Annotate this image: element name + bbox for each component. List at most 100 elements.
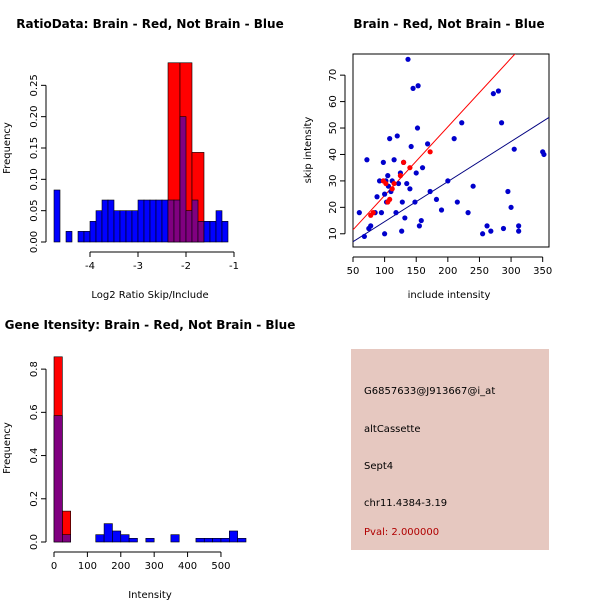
x-tick-label-0: -2	[181, 261, 191, 272]
scatter-point-not-brain	[410, 85, 416, 91]
bar-not-brain	[62, 534, 71, 543]
scatter-point-not-brain	[394, 133, 400, 139]
y-tick-label-2: 0.2	[29, 491, 40, 507]
scatter-point-not-brain	[402, 215, 408, 221]
y-tick-label-0: 0.15	[29, 137, 40, 159]
y-tick-label-1: 10	[328, 227, 339, 240]
bar-not-brain	[170, 534, 180, 543]
y-tick-label-0: 0.25	[29, 74, 40, 96]
y-tick-label-1: 20	[328, 201, 339, 214]
bar-not-brain	[137, 199, 145, 243]
bar-not-brain	[145, 538, 155, 543]
bar-not-brain	[131, 210, 139, 243]
bar-not-brain	[125, 210, 133, 243]
bar-not-brain	[195, 538, 205, 543]
bar-not-brain	[237, 538, 247, 543]
x-tick-label-1: 250	[470, 266, 489, 277]
scatter-point-not-brain	[361, 233, 367, 240]
scatter-point-brain	[370, 210, 376, 216]
bar-not-brain	[191, 199, 199, 243]
x-tick-label-1: 100	[375, 266, 394, 277]
scatter-point-brain	[407, 165, 413, 171]
scatter-point-not-brain	[418, 217, 424, 224]
event-type: altCassette	[364, 424, 421, 435]
bar-not-brain	[229, 530, 238, 543]
bar-not-brain	[112, 530, 122, 543]
scatter-point-not-brain	[368, 223, 374, 229]
x-tick-label-2: 100	[78, 561, 97, 572]
bar-not-brain	[173, 199, 181, 243]
scatter-point-brain	[387, 196, 393, 203]
x-axis-label-1: include intensity	[408, 290, 491, 301]
bar-not-brain	[95, 534, 105, 543]
scatter-point-not-brain	[541, 151, 547, 158]
scatter-point-not-brain	[376, 178, 383, 184]
probe-id: G6857633@J913667@i_at	[364, 386, 496, 397]
scatter-point-not-brain	[438, 207, 445, 213]
gene-name: Sept4	[364, 461, 394, 472]
x-tick-label-1: 150	[407, 266, 426, 277]
y-tick-label-2: 0.8	[29, 361, 40, 377]
chromosome-location: chr11.4384-3.19	[364, 498, 448, 509]
y-tick-label-1: 30	[328, 175, 339, 188]
x-tick-label-0: -1	[229, 261, 239, 272]
scatter-point-not-brain	[500, 225, 507, 232]
y-tick-label-1: 70	[328, 69, 339, 82]
bar-not-brain	[83, 231, 91, 243]
y-tick-label-1: 40	[328, 148, 339, 161]
x-tick-label-0: -4	[85, 261, 95, 272]
bar-not-brain	[185, 210, 193, 243]
y-tick-label-0: 0.10	[29, 168, 40, 190]
bar-not-brain	[155, 199, 163, 243]
scatter-point-not-brain	[484, 223, 490, 229]
scatter-point-not-brain	[356, 210, 362, 216]
x-tick-label-2: 400	[178, 561, 197, 572]
scatter-point-not-brain	[488, 228, 494, 234]
scatter-point-not-brain	[413, 170, 419, 176]
bar-not-brain	[149, 199, 157, 243]
bar-not-brain	[215, 210, 223, 243]
chart-title-2: Gene Itensity: Brain - Red, Not Brain - …	[5, 318, 296, 332]
scatter-point-not-brain	[419, 165, 426, 171]
scatter-point-not-brain	[451, 136, 457, 142]
scatter-point-not-brain	[516, 223, 522, 229]
scatter-point-not-brain	[427, 188, 433, 195]
bar-not-brain	[120, 534, 130, 543]
scatter-point-brain	[389, 186, 395, 192]
scatter-point-not-brain	[490, 91, 496, 97]
bar-not-brain	[77, 231, 85, 243]
x-tick-label-2: 200	[111, 561, 130, 572]
x-tick-label-2: 300	[145, 561, 164, 572]
scatter-point-not-brain	[387, 136, 393, 142]
scatter-point-not-brain	[416, 223, 422, 229]
bar-not-brain	[179, 116, 187, 243]
x-tick-label-0: -3	[133, 261, 143, 272]
bar-not-brain	[212, 538, 222, 543]
scatter-point-not-brain	[480, 231, 486, 237]
bar-not-brain	[203, 221, 211, 243]
scatter-point-not-brain	[454, 199, 460, 205]
bar-not-brain	[119, 210, 127, 243]
y-tick-label-2: 0.6	[29, 404, 40, 420]
scatter-point-not-brain	[511, 146, 517, 152]
scatter-point-not-brain	[495, 88, 502, 94]
x-tick-label-2: 500	[211, 561, 230, 572]
scatter-point-brain	[427, 149, 433, 155]
bar-not-brain	[53, 415, 63, 543]
y-tick-label-0: 0.05	[29, 200, 40, 222]
scatter-point-not-brain	[404, 180, 410, 187]
scatter-point-not-brain	[414, 125, 421, 131]
bar-not-brain	[197, 221, 205, 243]
scatter-point-not-brain	[465, 210, 471, 216]
scatter-point-not-brain	[433, 196, 440, 203]
scatter-point-not-brain	[385, 173, 391, 179]
bar-not-brain	[101, 199, 109, 243]
scatter-point-not-brain	[382, 231, 388, 237]
y-tick-label-0: 0.00	[29, 231, 40, 253]
bar-not-brain	[221, 221, 229, 243]
x-tick-label-1: 50	[347, 266, 360, 277]
plot-frame	[352, 53, 550, 248]
x-axis-label-0: Log2 Ratio Skip/Include	[91, 290, 208, 301]
bar-not-brain	[167, 199, 175, 243]
fit-line	[353, 54, 516, 231]
